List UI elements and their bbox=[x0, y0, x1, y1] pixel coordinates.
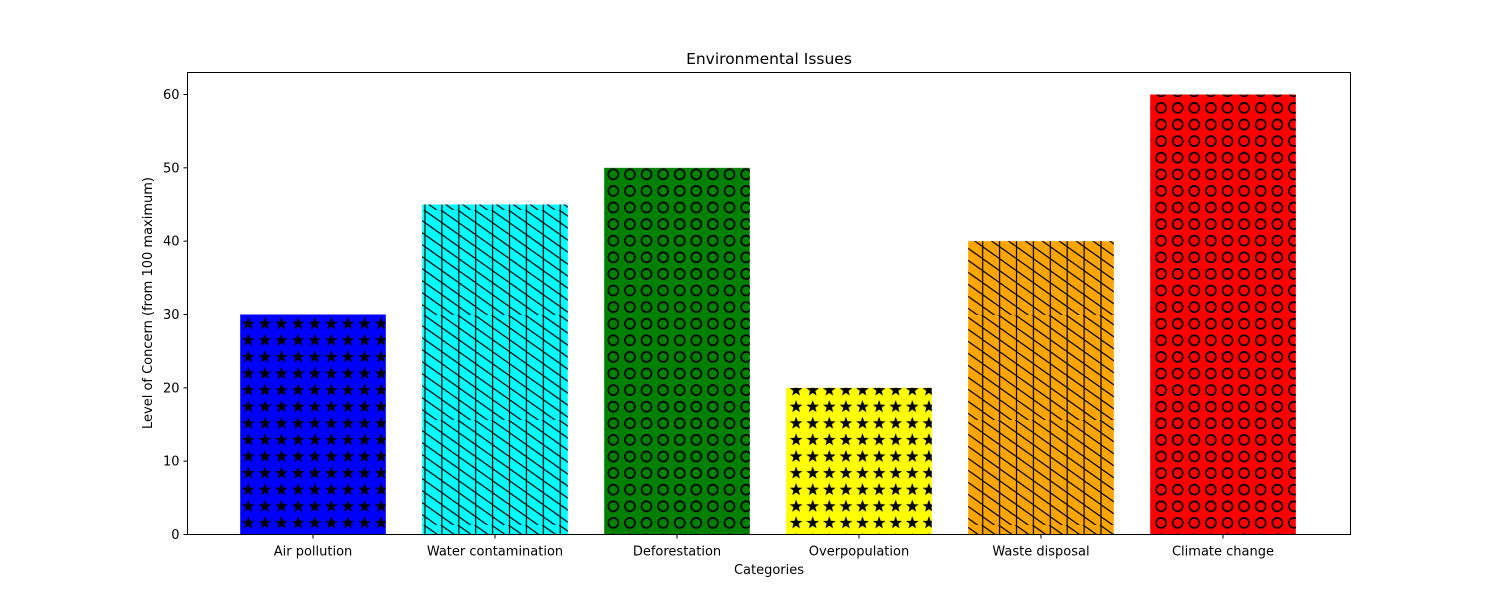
bar-hatch-climate-change bbox=[1150, 94, 1296, 535]
bar-hatch-air-pollution bbox=[240, 314, 386, 535]
y-tick-label: 40 bbox=[163, 235, 180, 250]
x-tick-label: Overpopulation bbox=[809, 545, 909, 560]
bar-hatch-overpopulation bbox=[786, 387, 932, 535]
y-axis-title: Level of Concern (from 100 maximum) bbox=[141, 177, 156, 429]
bar-hatch-waste-disposal bbox=[968, 241, 1114, 535]
bars-layer bbox=[240, 94, 1296, 535]
x-tick-label: Deforestation bbox=[633, 545, 721, 560]
y-tick-label: 0 bbox=[171, 528, 179, 543]
bar-hatch-water-contamination bbox=[422, 204, 568, 535]
y-tick-label: 60 bbox=[163, 88, 180, 103]
x-tick-label: Air pollution bbox=[274, 545, 353, 560]
chart-title: Environmental Issues bbox=[686, 50, 852, 68]
x-tick-label: Waste disposal bbox=[992, 545, 1089, 560]
y-tick-label: 20 bbox=[163, 381, 180, 396]
y-tick-label: 10 bbox=[163, 455, 180, 470]
x-axis-title: Categories bbox=[734, 563, 804, 578]
y-tick-label: 30 bbox=[163, 308, 180, 323]
y-axis: 0 10 20 30 40 50 60 bbox=[163, 88, 188, 543]
x-tick-label: Water contamination bbox=[427, 545, 563, 560]
bar-hatch-deforestation bbox=[604, 167, 750, 535]
y-tick-label: 50 bbox=[163, 161, 180, 176]
x-tick-label: Climate change bbox=[1172, 545, 1274, 560]
plot-area-frame bbox=[187, 72, 1351, 535]
x-axis: Air pollution Water contamination Deforest… bbox=[274, 534, 1274, 560]
